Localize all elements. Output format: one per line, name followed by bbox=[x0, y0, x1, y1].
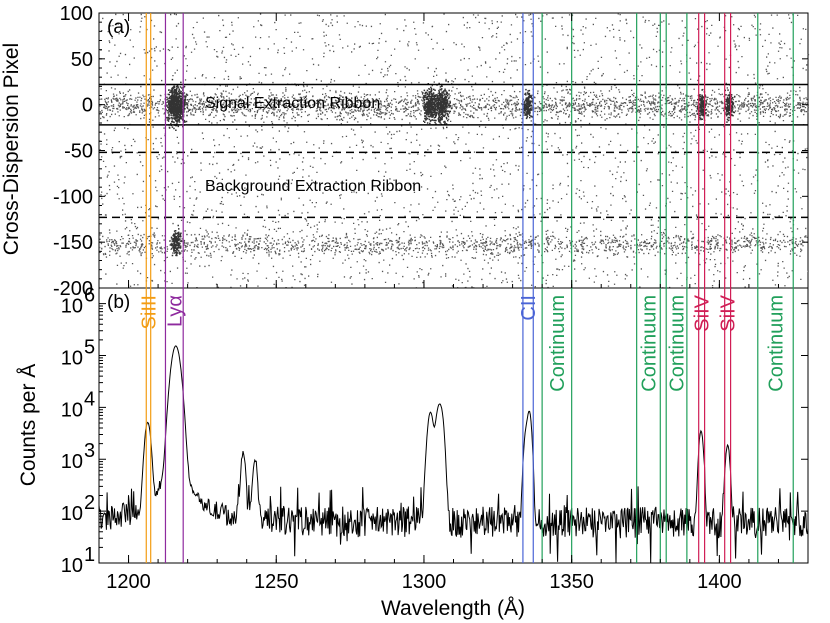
panel-b-tick-exponent: 2 bbox=[84, 492, 95, 514]
panel-a-tick-label: 100 bbox=[60, 3, 93, 25]
marker-label-5: Continuum bbox=[547, 295, 569, 392]
emission-blob-0 bbox=[164, 78, 190, 131]
marker-label-1: Lyα bbox=[164, 295, 186, 327]
panel-a-tick-label: -50 bbox=[64, 141, 93, 163]
panel-b-tick-exponent: 6 bbox=[84, 285, 95, 307]
x-axis: 1200 1250 1300 1350 1400 bbox=[98, 13, 809, 593]
x-tick-label: 1300 bbox=[402, 571, 447, 593]
panel-b-tick-exponent: 4 bbox=[84, 388, 95, 410]
panel-b-tick-label: 10 bbox=[61, 555, 83, 577]
panel-b-tick-label: 10 bbox=[61, 347, 83, 369]
panel-b-tick-exponent: 1 bbox=[84, 544, 95, 566]
panel-a-tick-label: 50 bbox=[71, 49, 93, 71]
signal-ribbon-label: Signal Extraction Ribbon bbox=[205, 95, 380, 112]
panel-a-tick-label: 0 bbox=[82, 95, 93, 117]
panel-a-tick-label: -150 bbox=[53, 232, 93, 254]
emission-blob-3 bbox=[431, 80, 453, 129]
panel-b-tick-exponent: 3 bbox=[84, 440, 95, 462]
panel-b-tick-label: 10 bbox=[61, 399, 83, 421]
x-tick-label: 1400 bbox=[697, 571, 742, 593]
x-axis-label: Wavelength (Å) bbox=[381, 597, 525, 620]
marker-label-7: Continuum bbox=[667, 295, 689, 392]
panel-b-tick-label: 10 bbox=[61, 296, 83, 318]
panel-a-y-axis: 100 50 0 -50 -100 -150 -200 bbox=[53, 3, 808, 300]
marker-label-8: Continuum bbox=[766, 295, 788, 392]
background-ribbon-label: Background Extraction Ribbon bbox=[205, 178, 421, 195]
emission-blob-4 bbox=[521, 88, 534, 120]
panel-a-tick-label: -100 bbox=[53, 186, 93, 208]
marker-label-0: SiIII bbox=[138, 295, 160, 329]
x-tick-label: 1200 bbox=[106, 571, 151, 593]
panel-b-ylabel: Counts per Å bbox=[17, 364, 40, 487]
emission-blob-6 bbox=[723, 89, 736, 123]
panel-a-label: (a) bbox=[107, 17, 130, 38]
panel-a: Signal Extraction Ribbon Background Extr… bbox=[0, 3, 810, 300]
panel-b-label: (b) bbox=[107, 292, 130, 313]
x-tick-label: 1250 bbox=[254, 571, 299, 593]
extraction-ribbons bbox=[99, 83, 808, 219]
marker-label-2: CII bbox=[518, 295, 540, 321]
marker-label-6: Continuum bbox=[638, 295, 660, 392]
panel-b-tick-label: 10 bbox=[61, 503, 83, 525]
panel-a-ylabel: Cross-Dispersion Pixel bbox=[0, 43, 23, 255]
emission-blobs bbox=[164, 78, 736, 257]
marker-label-3: SiIV bbox=[692, 294, 714, 331]
panel-b-tick-exponent: 5 bbox=[84, 336, 95, 358]
spectrum-line bbox=[98, 345, 809, 564]
panel-b-tick-label: 10 bbox=[61, 451, 83, 473]
marker-label-4: SiIV bbox=[718, 294, 740, 331]
x-tick-label: 1350 bbox=[549, 571, 594, 593]
panel-a-tick-label: -200 bbox=[53, 278, 93, 300]
emission-blob-1 bbox=[169, 224, 183, 257]
